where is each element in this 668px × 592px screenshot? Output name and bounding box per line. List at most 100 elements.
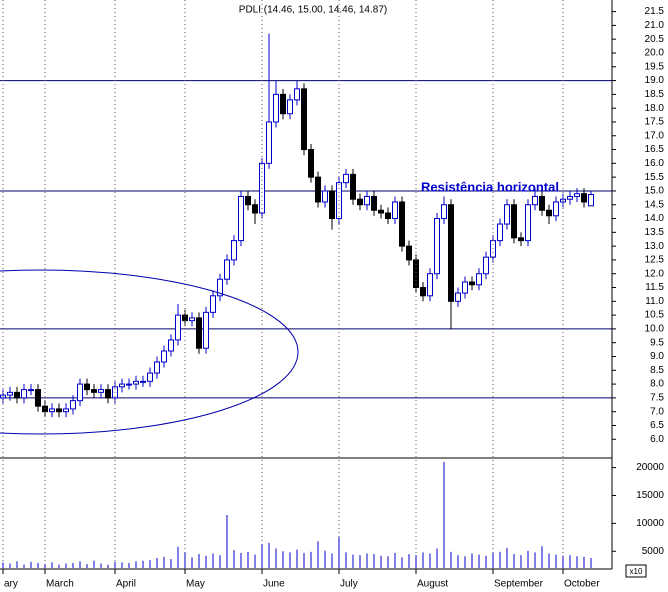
candle-body bbox=[525, 204, 531, 242]
candle-body bbox=[49, 408, 55, 413]
candle-body bbox=[399, 201, 405, 247]
volume-bar bbox=[513, 554, 515, 568]
candle-body bbox=[511, 204, 517, 239]
candle-body bbox=[98, 389, 104, 393]
volume-bar bbox=[527, 550, 529, 568]
y-tick-label: 11.5 bbox=[645, 282, 664, 293]
y-tick-label: 10.0 bbox=[645, 324, 665, 335]
volume-bar bbox=[121, 562, 123, 568]
volume-bar bbox=[44, 564, 46, 568]
candle-body bbox=[385, 212, 391, 220]
volume-bar bbox=[170, 559, 172, 568]
volume-bar bbox=[205, 555, 207, 568]
candle-body bbox=[77, 383, 83, 402]
volume-bar bbox=[324, 550, 326, 568]
candle-body bbox=[322, 190, 328, 203]
volume-bar bbox=[72, 562, 74, 568]
volume-bar bbox=[317, 541, 319, 568]
candle-body bbox=[504, 204, 510, 225]
volume-bar bbox=[37, 562, 39, 568]
volume-bar bbox=[261, 544, 263, 568]
volume-bar bbox=[296, 549, 298, 568]
volume-bar bbox=[247, 551, 249, 568]
volume-bar bbox=[86, 564, 88, 568]
x-tick-label: October bbox=[564, 579, 600, 590]
y-tick-label: 15.0 bbox=[645, 186, 665, 197]
y-tick-label: 10000 bbox=[636, 518, 664, 529]
candle-body bbox=[182, 314, 188, 322]
volume-bar bbox=[142, 560, 144, 568]
volume-bar bbox=[464, 556, 466, 568]
volume-bar bbox=[457, 555, 459, 568]
candle-body bbox=[371, 195, 377, 211]
volume-bar bbox=[506, 547, 508, 568]
volume-unit: x10 bbox=[630, 567, 643, 576]
volume-bar bbox=[576, 556, 578, 568]
candle-body bbox=[518, 237, 524, 242]
volume-bar bbox=[23, 564, 25, 568]
candle-body bbox=[448, 204, 454, 302]
volume-bar bbox=[9, 563, 11, 568]
volume-bar bbox=[492, 552, 494, 568]
y-tick-label: 21.0 bbox=[645, 20, 665, 31]
volume-bar bbox=[58, 564, 60, 568]
x-tick-label: March bbox=[46, 579, 74, 590]
volume-bar bbox=[387, 556, 389, 568]
y-tick-label: 20000 bbox=[636, 462, 664, 473]
y-tick-label: 6.0 bbox=[650, 434, 664, 445]
y-tick-label: 15000 bbox=[636, 490, 664, 501]
volume-bar bbox=[338, 537, 340, 568]
candle-body bbox=[469, 281, 475, 286]
volume-bar bbox=[408, 554, 410, 568]
x-tick-label: ary bbox=[4, 579, 18, 590]
chart-title: PDLI (14.46, 15.00, 14.46, 14.87) bbox=[239, 5, 387, 16]
y-tick-label: 11.0 bbox=[645, 296, 664, 307]
volume-bar bbox=[471, 553, 473, 568]
volume-bar bbox=[114, 561, 116, 568]
candle-body bbox=[105, 389, 111, 399]
y-tick-label: 7.0 bbox=[650, 406, 664, 417]
volume-bar bbox=[429, 553, 431, 568]
candle-body bbox=[539, 195, 545, 211]
candle-body bbox=[245, 195, 251, 206]
volume-bar bbox=[65, 563, 67, 568]
candle-body bbox=[266, 121, 272, 164]
volume-bar bbox=[289, 552, 291, 568]
y-tick-label: 20.5 bbox=[645, 34, 665, 45]
volume-bar bbox=[240, 552, 242, 568]
candle-body bbox=[203, 311, 209, 349]
candle-body bbox=[455, 292, 461, 302]
plot bbox=[0, 0, 616, 574]
candle-body bbox=[413, 259, 419, 289]
candle-body bbox=[14, 391, 20, 399]
y-tick-label: 8.5 bbox=[650, 365, 664, 376]
candle-body bbox=[462, 281, 468, 294]
candle-body bbox=[175, 314, 181, 341]
candle-body bbox=[126, 383, 132, 386]
candle-body bbox=[161, 350, 167, 363]
volume-bar bbox=[345, 552, 347, 568]
y-tick-label: 9.0 bbox=[650, 351, 664, 362]
x-tick-label: August bbox=[417, 579, 448, 590]
candle-body bbox=[196, 317, 202, 349]
volume-bar bbox=[128, 562, 130, 568]
candle-body bbox=[133, 380, 139, 385]
volume-bar bbox=[198, 554, 200, 568]
volume-bar bbox=[373, 554, 375, 568]
y-tick-label: 16.0 bbox=[645, 158, 665, 169]
y-tick-label: 12.0 bbox=[645, 268, 665, 279]
candle-body bbox=[7, 391, 13, 396]
candle-body bbox=[21, 389, 27, 399]
volume-bar bbox=[485, 555, 487, 568]
volume-bar bbox=[184, 552, 186, 568]
volume-bar bbox=[163, 556, 165, 568]
volume-bar bbox=[30, 561, 32, 568]
volume-bar bbox=[450, 551, 452, 568]
candle-body bbox=[532, 195, 538, 206]
candle-body bbox=[273, 93, 279, 123]
y-tick-label: 21.5 bbox=[645, 6, 665, 17]
y-tick-label: 18.5 bbox=[645, 89, 665, 100]
y-tick-label: 10.5 bbox=[645, 310, 665, 321]
